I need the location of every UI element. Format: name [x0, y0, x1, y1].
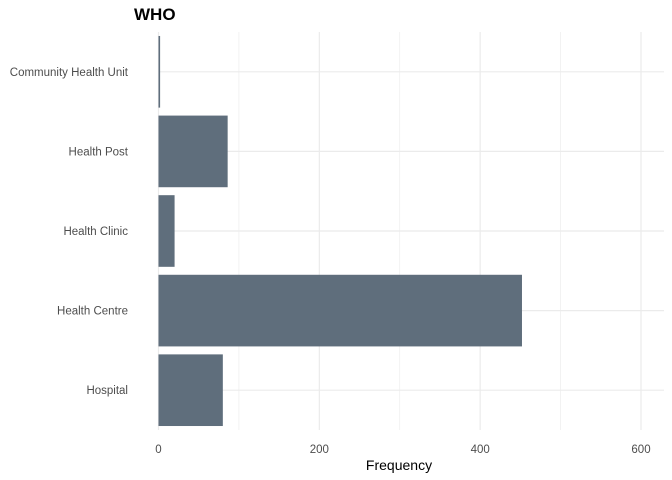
bar-health-post: [158, 115, 228, 188]
bar-hospital: [158, 354, 223, 427]
x-tick-label: 0: [155, 444, 161, 456]
grid: [157, 32, 664, 430]
bar-health-clinic: [158, 195, 175, 267]
x-tick-label: 400: [471, 444, 490, 456]
y-tick-label: Health Post: [69, 146, 129, 158]
x-tick-label: 200: [310, 444, 329, 456]
y-tick-label: Health Clinic: [63, 226, 128, 238]
y-tick-label: Hospital: [86, 385, 128, 397]
x-axis-label: Frequency: [366, 457, 432, 473]
x-tick-label: 600: [631, 444, 650, 456]
x-axis-ticks: 0 200 400 600: [155, 444, 650, 456]
y-tick-label: Health Centre: [57, 306, 128, 318]
bars: [158, 35, 522, 427]
bar-health-centre: [158, 274, 522, 347]
bar-community-health-unit: [158, 35, 161, 108]
y-tick-label: Community Health Unit: [10, 67, 129, 79]
y-axis-ticks: Hospital Health Centre Health Clinic Health…: [10, 67, 129, 397]
chart-title: WHO: [134, 5, 176, 24]
